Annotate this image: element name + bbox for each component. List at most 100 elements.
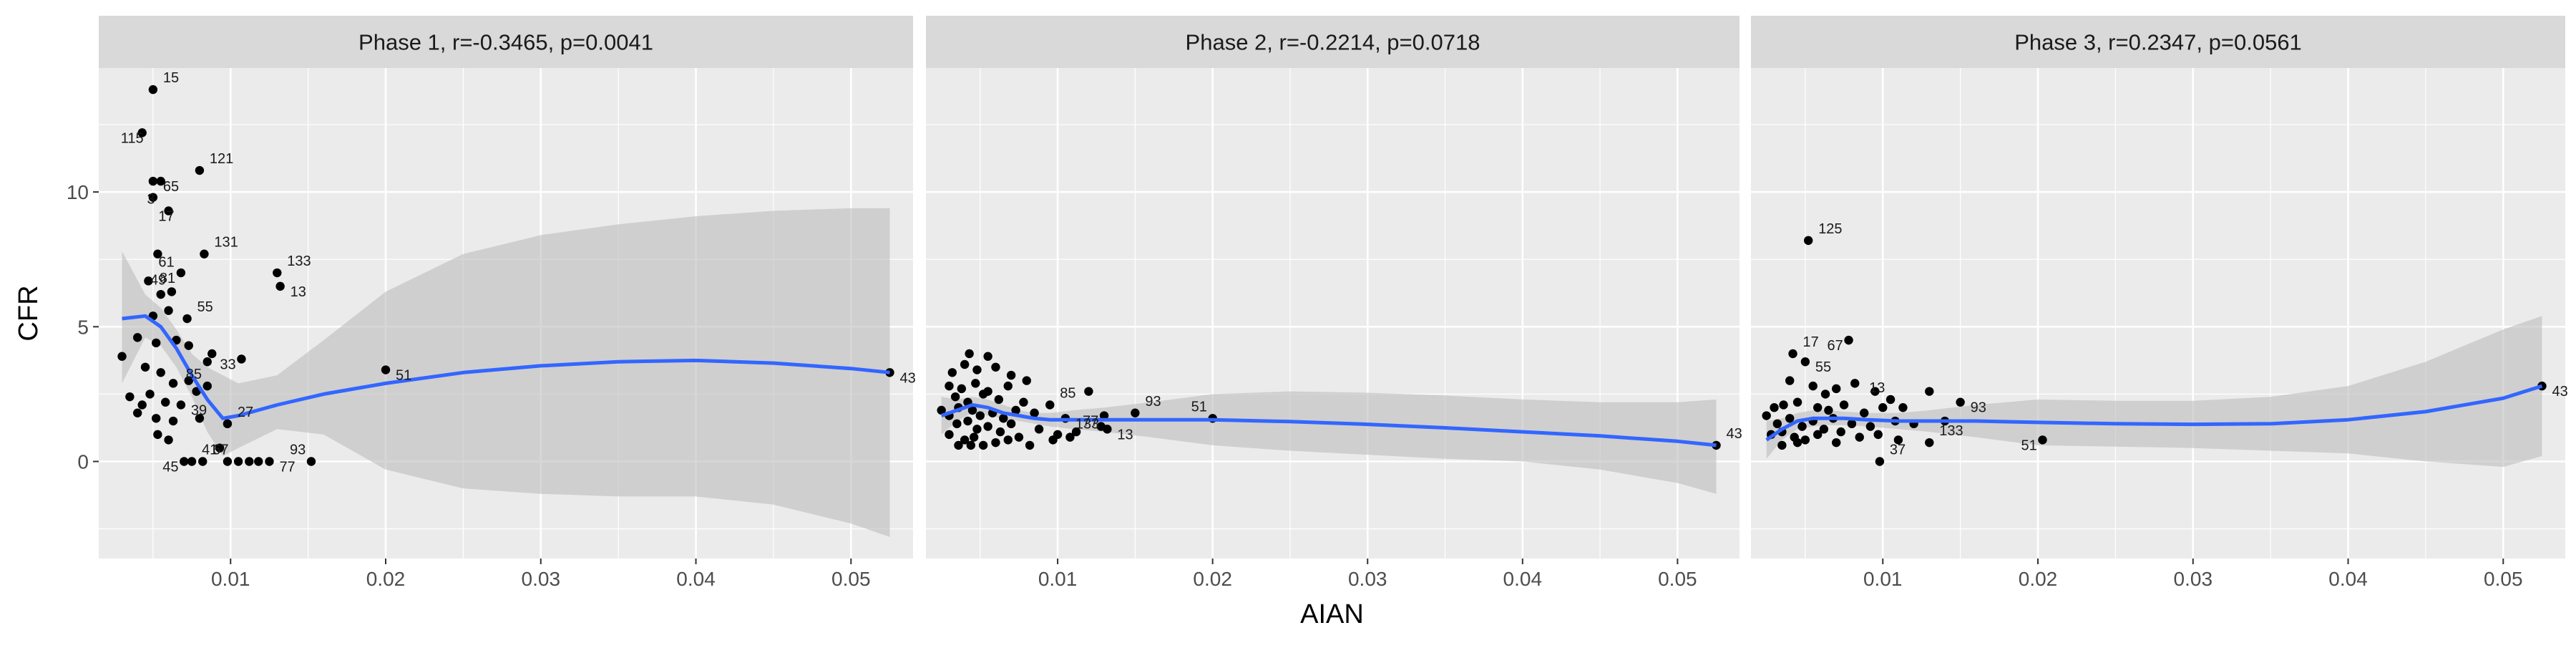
data-point [1762,411,1771,420]
point-label: 67 [1828,338,1843,354]
point-label: 131 [214,235,238,251]
x-tick-label: 0.02 [366,568,406,590]
data-point [1131,408,1140,417]
data-point [1836,427,1845,437]
data-point [198,457,208,466]
data-point [2038,435,2047,445]
data-point [1025,440,1035,450]
data-point [1804,236,1813,246]
point-label: 55 [197,299,213,315]
point-label: 85 [186,367,202,382]
data-point [153,249,162,258]
data-point [969,432,979,442]
x-tick-label: 0.01 [1038,568,1078,590]
data-point [971,379,980,388]
data-point [1956,397,1965,407]
facet-panel-2: Phase 2, r=-0.2214, p=0.0718 85 77 93 133 51 1… [926,16,1742,590]
point-label: 93 [1145,394,1161,410]
x-tick-label: 0.02 [1193,568,1232,590]
data-point [991,362,1000,372]
data-point [1850,379,1860,388]
data-point [1870,387,1880,396]
data-point [1898,403,1908,412]
data-point [187,457,197,466]
smooth-line [1765,384,2543,442]
data-point [1792,397,1802,407]
point-label: 3 [147,191,155,207]
point-label: 43 [1727,426,1742,442]
data-point [215,443,225,453]
point-label: 17 [1803,334,1819,350]
data-point [1925,437,1934,448]
x-tick-label: 0.05 [831,568,871,590]
data-point [1019,397,1028,407]
data-point [125,392,135,402]
point-label: 51 [2021,437,2037,453]
point-label: 15 [163,70,179,86]
data-point [1712,440,1721,450]
data-point [1839,400,1849,410]
point-labels: 125 67 17 55 13 93 133 51 37 43 [1803,221,2568,458]
data-point [117,352,127,361]
data-point [1788,349,1797,359]
data-point [1873,430,1883,440]
data-point [152,414,161,423]
data-point [184,376,193,385]
point-label: 37 [1890,443,1906,458]
facet-panel-3: Phase 3, r=0.2347, p=0.0561 125 67 17 55 13 93… [1751,16,2568,590]
point-label: 45 [162,460,178,475]
confidence-band [122,208,890,537]
x-tick-label: 0.03 [522,568,561,590]
facet-title: Phase 1, r=-0.3465, p=0.0041 [358,30,653,55]
point-label: 27 [238,405,253,420]
y-tick-label: 10 [67,181,89,203]
data-point [957,384,967,394]
data-point [972,425,982,434]
data-point [999,414,1008,423]
data-point [137,400,147,410]
data-point [265,457,274,466]
point-label: 115 [121,130,144,146]
data-point [937,405,946,415]
data-point [381,365,391,374]
data-point [145,390,155,399]
smooth-line [122,314,890,420]
data-point [1797,422,1807,431]
panel-background [1751,68,2565,558]
x-tick-label: 0.01 [211,568,250,590]
confidence-band [1766,316,2542,467]
data-point [132,333,142,342]
point-label: 85 [1060,385,1075,401]
data-point [1084,387,1093,396]
point-label: 55 [1815,359,1831,375]
data-point [995,427,1005,437]
data-point [156,176,165,186]
point-label: 51 [1191,399,1207,415]
data-point [180,457,189,466]
data-point [1785,376,1795,385]
point-label: 93 [1971,400,1986,416]
data-point [1819,425,1829,434]
facet-title: Phase 2, r=-0.2214, p=0.0718 [1186,30,1480,55]
data-point [1003,381,1013,391]
data-point [975,411,985,420]
panel-background [926,68,1740,558]
point-label: 41 [202,443,218,458]
point-label: 81 [160,271,175,286]
data-point [182,314,192,324]
data-point [161,397,170,407]
data-point [1099,411,1109,420]
data-point [203,381,212,391]
data-point [983,352,992,361]
data-point [137,128,147,137]
data-point [144,276,153,286]
data-point [223,457,233,466]
data-point [195,414,205,423]
data-point [164,306,173,315]
point-label: 33 [220,357,235,372]
x-tick-label: 0.04 [676,568,716,590]
data-point [1065,432,1075,442]
data-point [950,392,960,402]
x-tick-label: 0.04 [2328,568,2368,590]
